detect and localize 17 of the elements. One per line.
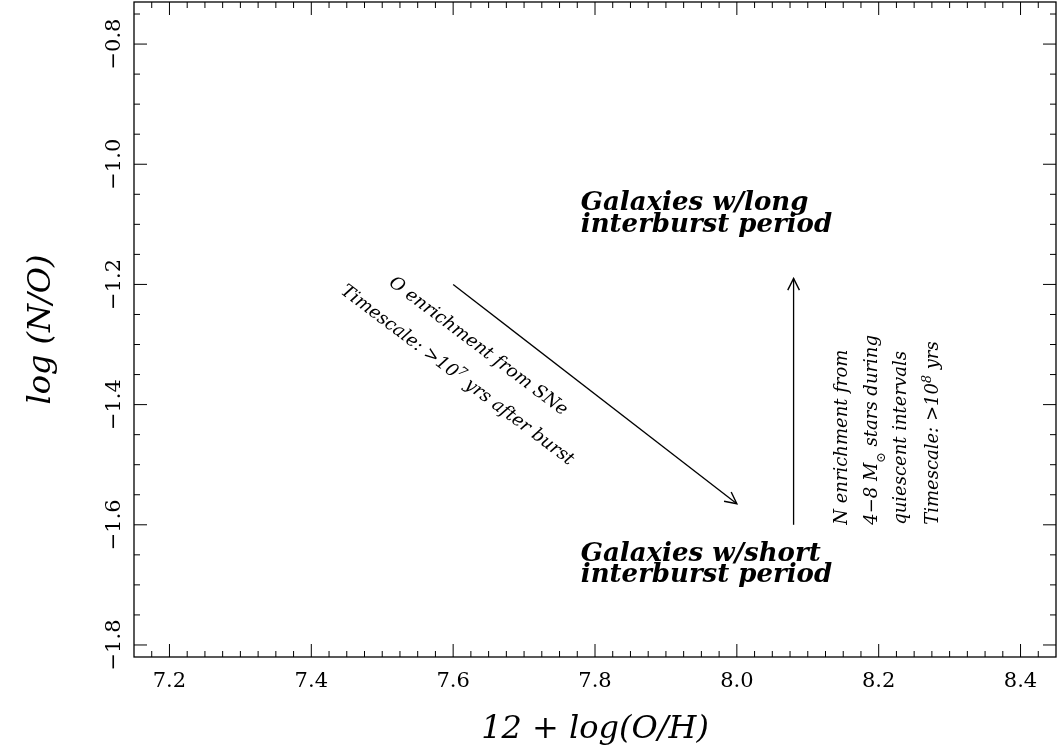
y-axis-title: log (N/O) [20, 254, 58, 405]
x-tick-label: 8.4 [1003, 668, 1038, 692]
x-tick-label: 7.6 [436, 668, 470, 692]
y-tick-label: −1.8 [101, 619, 125, 671]
y-tick-label: −1.6 [101, 499, 125, 551]
x-tick-label: 7.4 [294, 668, 329, 692]
x-tick-label: 8.2 [861, 668, 896, 692]
y-tick-label: −0.8 [101, 18, 125, 70]
x-tick-label: 7.8 [578, 668, 612, 692]
x-tick-label: 8.0 [720, 668, 754, 692]
y-tick-label: −1.4 [101, 379, 125, 431]
y-tick-label: −1.2 [101, 258, 125, 310]
x-tick-label: 7.2 [152, 668, 187, 692]
annotation: quiescent intervals [889, 351, 911, 525]
annotation: N enrichment from [829, 349, 851, 526]
y-tick-label: −1.0 [101, 138, 125, 190]
x-axis-title: 12 + log(O/H) [481, 708, 709, 746]
